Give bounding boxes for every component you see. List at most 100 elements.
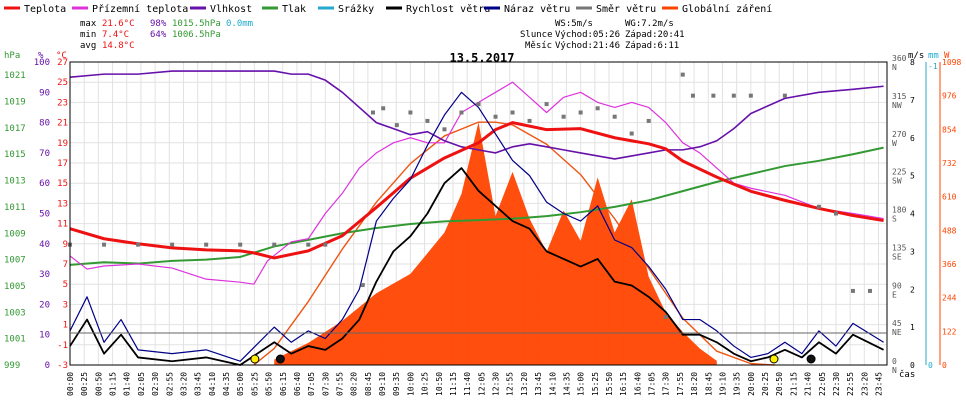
dir-tick-cardinal: SW [892,177,902,186]
rain-tick-label: -1 [928,62,938,71]
stat-max-label: max [80,19,97,29]
rain-tick-label: 0 [928,361,933,370]
moonset-marker [275,354,285,364]
dir-tick-cardinal: SE [892,252,902,261]
dir-tick-degree: 180 [892,206,907,215]
time-tick-label: 15:00 [577,372,586,396]
time-tick-label: 05:00 [236,372,245,396]
info-sunrise: Východ:05:26 [555,30,620,40]
time-tick-label: 20:50 [775,372,784,396]
series-global-radiation [274,122,717,365]
wind-direction-point [510,110,515,115]
temp-tick-label: -1 [57,341,68,351]
press-tick-label: 1001 [4,335,26,345]
dir-tick-degree: 270 [892,130,907,139]
time-tick-label: 11:15 [449,372,458,396]
press-tick-label: 1011 [4,203,26,213]
info-moonrise: Východ:21:46 [555,41,620,51]
time-tick-label: 02:55 [165,372,174,396]
rad-tick-label: 732 [942,159,957,168]
rad-tick-label: 854 [942,125,957,134]
series-pressure [69,146,884,266]
unit-hum: % [38,51,44,61]
svg-text:Srážky: Srážky [338,3,374,15]
time-tick-label: 21:15 [789,372,798,396]
time-tick-label: 07:05 [307,372,316,396]
info-sun-label: Slunce [520,30,553,40]
temp-tick-label: 27 [57,58,68,68]
time-tick-label: 22:05 [818,372,827,396]
wind-direction-point [408,110,413,115]
wind-direction-point [272,242,277,247]
time-tick-label: 01:15 [109,372,118,396]
wind-direction-point [370,110,375,115]
time-tick-label: 21:40 [804,372,813,396]
radiation-area-layer [274,122,717,365]
svg-text:Směr větru: Směr větru [596,3,656,15]
plot-frame [69,61,888,366]
wind-direction-point [306,242,311,247]
wind-direction-point [425,118,430,123]
time-tick-label: 01:40 [123,372,132,396]
time-tick-label: 11:40 [463,372,472,396]
wind-direction-point [493,114,498,119]
time-tick-label: 16:15 [619,372,628,396]
stats-block: max 21.6°C 98% 1015.5hPa 0.0mm min 7.4°C… [80,19,253,51]
time-tick-label: 17:30 [662,372,671,396]
time-tick-label: 20:25 [761,372,770,396]
moonrise-marker [806,354,816,364]
stat-max-temp: 21.6°C [102,19,135,29]
rad-tick-label: 1098 [942,58,961,67]
time-tick-label: 08:20 [350,372,359,396]
hum-tick-label: 60 [39,179,50,189]
wind-direction-point [748,93,753,98]
wind-direction-point [867,288,872,293]
time-tick-label: 18:45 [704,372,713,396]
stat-max-rain: 0.0mm [226,19,253,29]
temp-tick-label: 7 [63,260,68,270]
wind-tick-label: 1 [910,323,915,332]
hum-tick-label: 70 [39,149,50,159]
series-temperature [69,121,884,260]
time-tick-label: 00:00 [66,372,75,396]
dir-tick-degree: 0 [892,357,897,366]
legend-item-globalni-zareni: Globální záření [662,3,772,15]
wind-direction-point [442,127,447,132]
axis-unit-labels: hPa % °C m/s mm W čas [4,51,950,380]
time-tick-label: 13:20 [520,372,529,396]
wind-direction-point [816,204,821,209]
time-tick-label: 15:25 [591,372,600,396]
rad-tick-label: 488 [942,226,957,235]
temp-tick-label: 11 [57,220,68,230]
wind-direction-point [476,102,481,107]
time-tick-label: 09:35 [392,372,401,396]
sunrise-marker [250,354,260,364]
time-tick-label: 22:55 [846,372,855,396]
wind-direction-point [381,106,386,111]
time-tick-label: 20:00 [747,372,756,396]
temp-tick-label: 19 [57,139,68,149]
temp-tick-label: -3 [57,361,68,371]
wind-direction-point [323,242,328,247]
time-tick-label: 07:55 [335,372,344,396]
wind-tick-label: 6 [910,134,915,143]
time-tick-label: 05:50 [265,372,274,396]
temp-tick-label: 9 [63,240,68,250]
time-tick-label: 12:30 [492,372,501,396]
time-tick-label: 03:45 [194,372,203,396]
legend: Teplota Přízemní teplota Vlhkost Tlak Sr… [4,3,772,15]
series-humidity [69,70,884,160]
info-wg: WG:7.2m/s [625,19,674,29]
time-tick-label: 08:45 [364,372,373,396]
wind-direction-point [170,242,175,247]
stat-avg-temp: 14.8°C [102,41,135,51]
info-sunset: Západ:20:41 [625,30,685,40]
wind-direction-point [680,72,685,77]
temp-tick-label: 15 [57,179,68,189]
temp-tick-label: 17 [57,159,68,169]
unit-press: hPa [4,51,20,61]
svg-text:Globální záření: Globální záření [682,3,772,15]
unit-rad: W [944,51,950,61]
time-tick-label: 06:15 [279,372,288,396]
